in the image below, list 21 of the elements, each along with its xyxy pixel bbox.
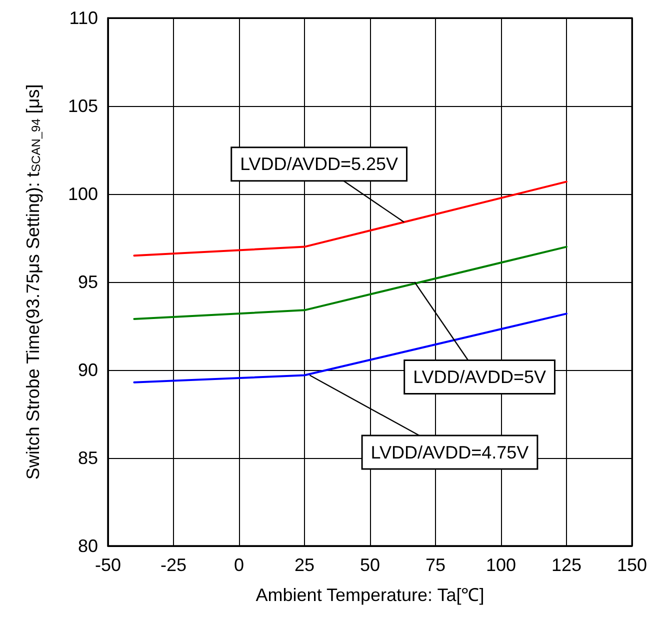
x-tick-label: 125 xyxy=(551,555,582,575)
y-tick-label: 110 xyxy=(69,8,98,28)
y-tick-label: 105 xyxy=(68,96,98,116)
x-axis-title: Ambient Temperature: Ta[℃] xyxy=(256,585,484,605)
annotation: LVDD/AVDD=5V xyxy=(413,367,546,387)
y-tick-label: 95 xyxy=(78,272,98,292)
x-tick-label: 25 xyxy=(294,555,315,575)
x-tick-label: -50 xyxy=(94,555,122,575)
y-axis-title: Switch Strobe Time(93.75μs Setting): tSCAN_94 [μs] xyxy=(23,84,43,480)
x-tick-label: -25 xyxy=(160,555,187,575)
x-tick-label: 0 xyxy=(234,555,244,575)
y-tick-label: 90 xyxy=(78,360,98,380)
y-tick-label: 80 xyxy=(78,536,98,556)
y-tick-label: 100 xyxy=(68,184,98,204)
x-tick-label: 75 xyxy=(425,555,446,575)
x-tick-label: 50 xyxy=(360,555,380,575)
x-tick-label: 100 xyxy=(486,555,516,575)
annotation: LVDD/AVDD=4.75V xyxy=(370,442,529,462)
x-tick-label: 150 xyxy=(616,555,648,575)
y-tick-label: 85 xyxy=(78,448,98,468)
annotation: LVDD/AVDD=5.25V xyxy=(240,154,398,174)
